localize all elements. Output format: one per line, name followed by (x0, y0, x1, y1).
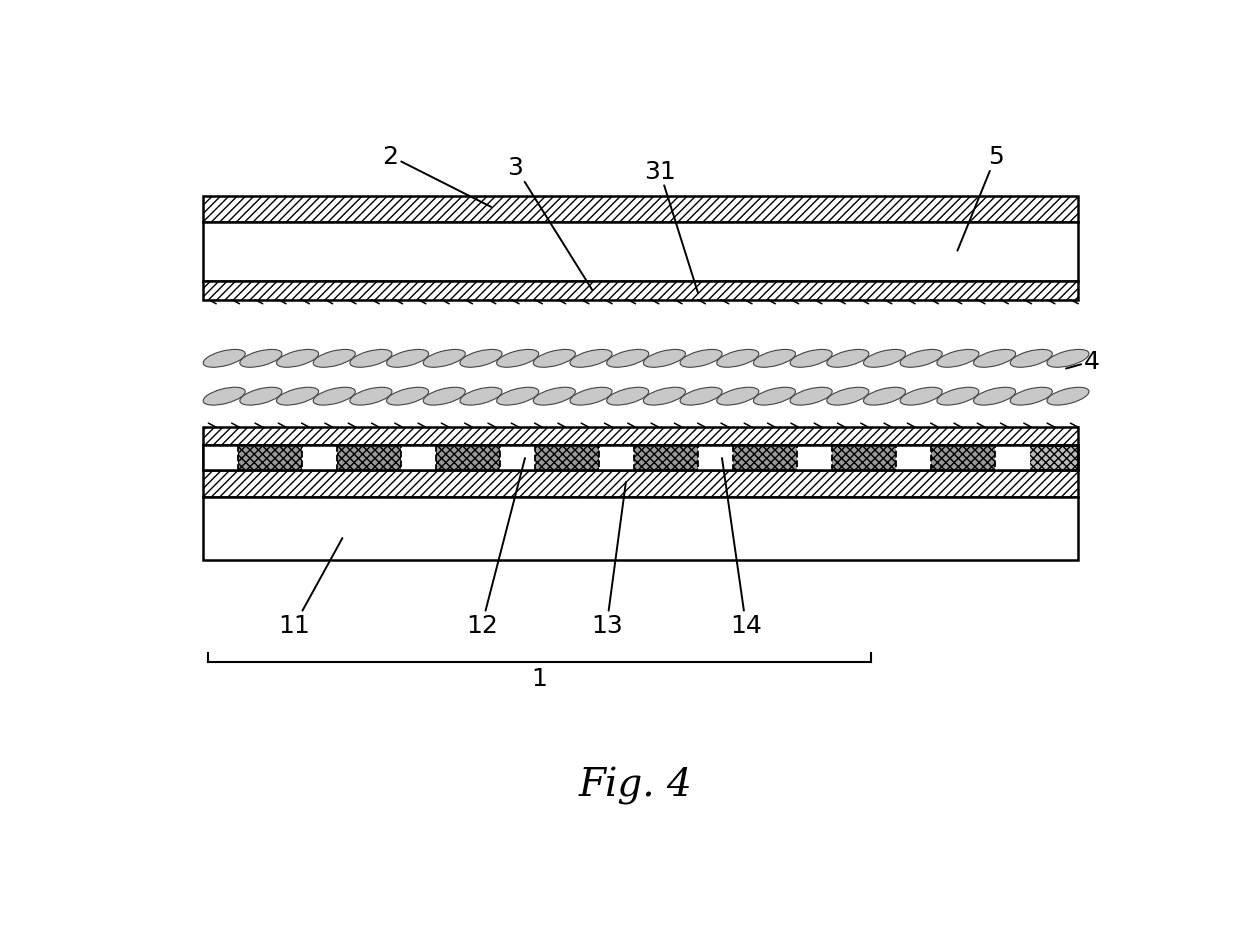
Ellipse shape (1011, 350, 1053, 368)
Text: 14: 14 (722, 459, 761, 638)
Ellipse shape (533, 350, 575, 368)
Bar (203, 446, 1078, 471)
Ellipse shape (423, 388, 465, 406)
Text: 5: 5 (957, 145, 1003, 251)
Bar (203, 446, 1078, 471)
Ellipse shape (863, 388, 905, 406)
Text: 1: 1 (532, 666, 547, 690)
Bar (895, 446, 931, 471)
Bar (698, 446, 733, 471)
Bar (436, 446, 500, 471)
Ellipse shape (754, 350, 796, 368)
Ellipse shape (497, 388, 538, 406)
Ellipse shape (277, 350, 319, 368)
Ellipse shape (1047, 388, 1089, 406)
Ellipse shape (203, 388, 246, 406)
Ellipse shape (239, 350, 281, 368)
Ellipse shape (937, 388, 978, 406)
Ellipse shape (423, 350, 465, 368)
Ellipse shape (827, 388, 869, 406)
Bar (634, 446, 698, 471)
Bar (536, 446, 599, 471)
Bar (401, 446, 436, 471)
Ellipse shape (717, 350, 759, 368)
Ellipse shape (827, 350, 869, 368)
Ellipse shape (387, 350, 429, 368)
Ellipse shape (973, 350, 1016, 368)
Ellipse shape (460, 388, 502, 406)
Ellipse shape (239, 388, 281, 406)
Bar (238, 446, 303, 471)
Text: 3: 3 (507, 156, 593, 291)
Text: 4: 4 (1066, 350, 1100, 374)
Ellipse shape (644, 350, 686, 368)
Ellipse shape (606, 350, 649, 368)
Ellipse shape (790, 388, 832, 406)
Bar (203, 428, 1078, 446)
Ellipse shape (203, 350, 246, 368)
Ellipse shape (900, 350, 942, 368)
Text: Fig. 4: Fig. 4 (579, 767, 692, 804)
Bar (203, 282, 1078, 301)
Ellipse shape (1047, 350, 1089, 368)
Ellipse shape (533, 388, 575, 406)
Ellipse shape (314, 388, 356, 406)
Bar (500, 446, 536, 471)
Ellipse shape (387, 388, 429, 406)
Bar (832, 446, 895, 471)
Text: 11: 11 (279, 538, 342, 638)
Ellipse shape (754, 388, 796, 406)
Bar (994, 446, 1030, 471)
Ellipse shape (717, 388, 759, 406)
Ellipse shape (937, 350, 978, 368)
Ellipse shape (1011, 388, 1053, 406)
Ellipse shape (314, 350, 356, 368)
Text: 13: 13 (590, 482, 626, 638)
Bar (797, 446, 832, 471)
Ellipse shape (350, 350, 392, 368)
Ellipse shape (644, 388, 686, 406)
Ellipse shape (277, 388, 319, 406)
Ellipse shape (680, 350, 722, 368)
Text: 2: 2 (382, 145, 491, 208)
Ellipse shape (680, 388, 722, 406)
Ellipse shape (900, 388, 942, 406)
Ellipse shape (863, 350, 905, 368)
Ellipse shape (350, 388, 392, 406)
Bar (203, 197, 1078, 223)
Text: 12: 12 (466, 459, 525, 638)
Ellipse shape (570, 350, 613, 368)
Bar (337, 446, 401, 471)
Text: 31: 31 (644, 160, 698, 294)
Bar (203, 446, 238, 471)
Ellipse shape (570, 388, 613, 406)
Ellipse shape (790, 350, 832, 368)
Bar (599, 446, 634, 471)
Ellipse shape (973, 388, 1016, 406)
Bar (203, 471, 1078, 497)
Bar (203, 223, 1078, 282)
Bar (303, 446, 337, 471)
Ellipse shape (460, 350, 502, 368)
Bar (733, 446, 797, 471)
Bar (203, 497, 1078, 561)
Ellipse shape (606, 388, 649, 406)
Bar (931, 446, 994, 471)
Ellipse shape (497, 350, 538, 368)
